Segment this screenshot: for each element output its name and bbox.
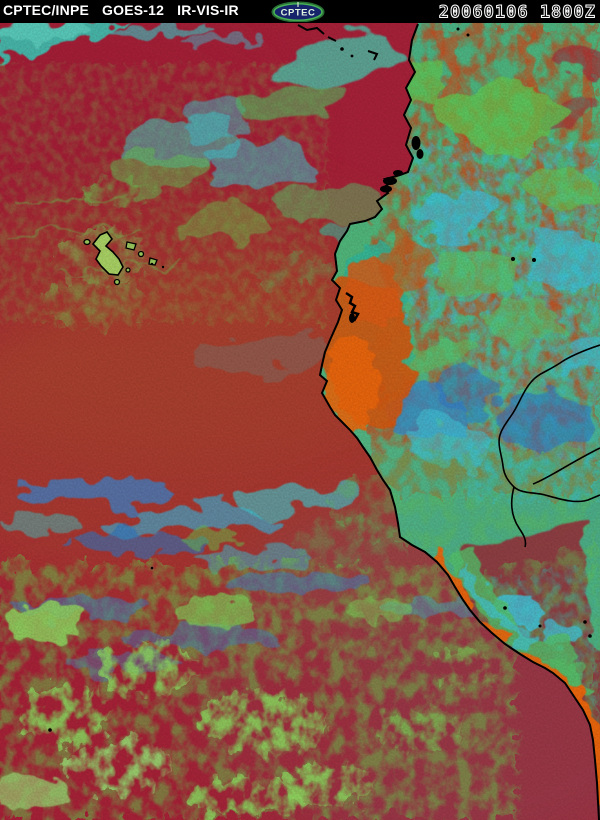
satellite-image	[0, 23, 600, 820]
header-bar: CPTEC/INPE GOES-12 IR-VIS-IR CPTEC 2006010…	[0, 0, 600, 23]
grain-overlay	[0, 23, 600, 820]
timestamp-text: 20060106 1800Z	[439, 3, 596, 23]
logo-text: CPTEC	[281, 8, 316, 19]
satellite-label: GOES-12	[102, 2, 165, 18]
product-label: IR-VIS-IR	[177, 2, 239, 18]
header-title: CPTEC/INPE GOES-12 IR-VIS-IR	[3, 2, 252, 18]
timestamp-display: 20060106 1800Z	[438, 2, 596, 23]
agency-label: CPTEC/INPE	[3, 2, 90, 18]
cptec-logo: CPTEC	[271, 1, 325, 22]
